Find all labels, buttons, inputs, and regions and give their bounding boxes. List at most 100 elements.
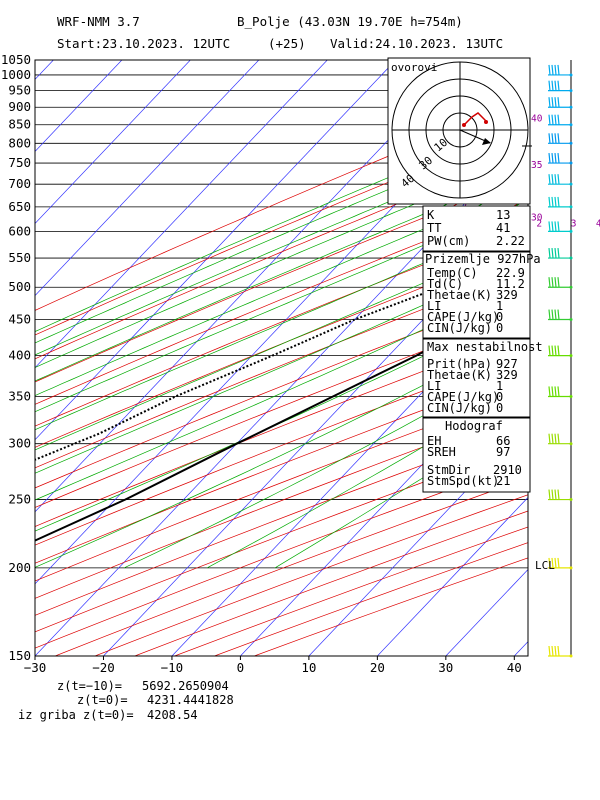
wind-barb: [548, 80, 573, 93]
wind-barb-feather: [548, 645, 551, 657]
pressure-tick-label: 600: [8, 223, 31, 238]
location-label: B_Polje (43.03N 19.70E h=754m): [237, 14, 463, 29]
isotherm: [35, 60, 260, 297]
surface-box: [422, 251, 531, 339]
hodograph-panel: ovorovi 10 30 40: [387, 57, 531, 205]
indices-box: [422, 205, 531, 252]
wind-barb-dot: [569, 205, 573, 209]
wind-barbs: [548, 64, 573, 658]
wind-barb-feather: [554, 557, 557, 568]
pressure-tick-label: 750: [8, 155, 31, 170]
wind-barb-feather: [554, 433, 557, 444]
pressure-tick-label: 350: [8, 389, 31, 404]
dry-adiabat: [35, 124, 528, 336]
wind-barb-dot: [569, 285, 573, 289]
isotherm: [103, 208, 528, 656]
isotherm: [583, 60, 600, 656]
pressure-tick-label: 1050: [1, 52, 31, 67]
hodograf-sreh-value: 97: [496, 445, 510, 459]
parcel-labels: 30 35 40: [531, 114, 543, 224]
index-tt-name: TT: [427, 221, 441, 235]
wind-barb-feather: [557, 97, 560, 108]
max-cin-name: CIN(J/kg): [427, 401, 492, 415]
wind-barb-feather: [557, 645, 560, 657]
pressure-tick-label: 550: [8, 250, 31, 265]
wind-barb-feather: [557, 196, 560, 207]
moist-adiabat: [35, 118, 528, 332]
hodograf-stmspd-value: 21: [496, 474, 510, 488]
wind-barb-feather: [548, 80, 551, 91]
wind-barb-feather: [557, 152, 560, 164]
max-li-value: 1: [496, 379, 503, 393]
hodograph-point: [462, 123, 466, 127]
isotherm: [35, 60, 465, 513]
max-prit-name: Prit(hPa): [427, 357, 492, 371]
wind-barb-feather: [551, 64, 554, 76]
moist-adiabat: [35, 303, 528, 532]
temperature-profile: [35, 296, 528, 542]
wind-barb-feather: [557, 433, 560, 444]
surface-li-value: 1: [496, 299, 503, 313]
isotherm: [35, 60, 328, 369]
index-tt-value: 41: [496, 221, 510, 235]
wind-barb: [548, 64, 573, 77]
wind-barb-feather: [551, 489, 554, 500]
temperature-tick-label: −20: [92, 660, 115, 675]
max-cin-value: 0: [496, 401, 503, 415]
hodograph-title: ovorovi: [391, 61, 437, 74]
dry-adiabat: [35, 370, 528, 564]
wind-barb-dot: [569, 141, 573, 145]
wind-barb-feather: [551, 309, 554, 320]
wind-barb-feather: [551, 221, 554, 232]
wind-barb-feather: [548, 309, 551, 320]
wind-barb: [548, 152, 573, 165]
wind-barb-feather: [557, 80, 560, 91]
wind-barb: [548, 277, 573, 289]
surface-cin-value: 0: [496, 321, 503, 335]
dry-adiabat: [35, 350, 528, 546]
moist-adiabat: [35, 329, 528, 568]
wind-barb-feather: [548, 221, 551, 232]
pressure-tick-label: 850: [8, 117, 31, 132]
wind-barb: [548, 645, 573, 658]
wind-barb-feather: [554, 80, 557, 91]
index-pw-value: 2.22: [496, 234, 525, 248]
wind-barb: [548, 114, 573, 127]
wind-barb-feather: [551, 196, 554, 207]
moist-adiabat: [35, 236, 528, 451]
pressure-tick-label: 300: [8, 436, 31, 451]
pressure-tick-label: 1000: [1, 67, 31, 82]
valid-label: Valid:24.10.2023. 13UTC: [330, 36, 503, 51]
index-k-value: 13: [496, 208, 510, 222]
wind-barb-dot: [569, 256, 573, 260]
temperature-axis: −30 −20 −10 0 10 20 30 40: [24, 656, 522, 675]
wind-barb-feather: [554, 174, 557, 185]
wind-barb-feather: [554, 114, 557, 125]
isotherm: [308, 424, 528, 656]
wind-barb: [548, 345, 573, 358]
mixing-ratio-label: 4: [596, 218, 600, 229]
footer-line2-value: 4231.4441828: [147, 693, 234, 707]
wind-barb-feather: [551, 114, 554, 125]
wind-barb-dot: [569, 73, 573, 77]
wind-barb-feather: [557, 345, 560, 356]
surface-thetae-value: 329: [496, 288, 518, 302]
wind-barb-feather: [548, 247, 551, 259]
wind-barb-feather: [557, 221, 560, 232]
mixing-ratio-label: 3: [571, 218, 577, 229]
max-instability-title: Max nestabilnost: [427, 340, 543, 354]
lcl-label: LCL: [535, 559, 555, 572]
wind-barb-feather: [557, 247, 560, 259]
wind-barb-feather: [548, 64, 551, 76]
wind-barb-dot: [569, 394, 573, 398]
dry-adiabat: [35, 389, 528, 582]
temperature-tick-label: −10: [161, 660, 184, 675]
wind-barb-feather: [548, 97, 551, 108]
wind-barb-feather: [551, 645, 554, 657]
hodograf-stmdir-value: 2910: [493, 463, 522, 477]
wind-barb-feather: [554, 64, 557, 76]
wind-barb-feather: [551, 386, 554, 397]
hodograf-box: [422, 417, 531, 493]
wind-barb: [548, 309, 573, 322]
